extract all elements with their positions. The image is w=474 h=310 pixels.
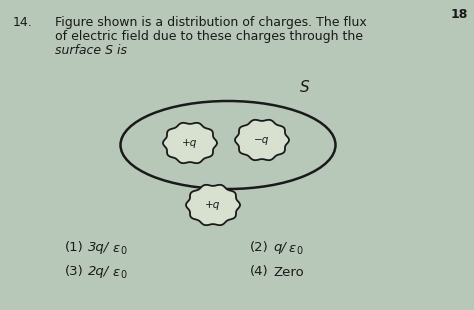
Text: (3): (3) bbox=[65, 265, 84, 278]
Text: +q: +q bbox=[182, 138, 198, 148]
Text: ε: ε bbox=[112, 241, 119, 255]
Text: 0: 0 bbox=[296, 246, 302, 256]
Text: Figure shown is a distribution of charges. The flux: Figure shown is a distribution of charge… bbox=[55, 16, 367, 29]
Text: +q: +q bbox=[205, 200, 221, 210]
Text: 3q/: 3q/ bbox=[88, 241, 109, 255]
Text: −q: −q bbox=[255, 135, 270, 145]
Text: 18: 18 bbox=[451, 8, 468, 21]
Text: 2q/: 2q/ bbox=[88, 265, 109, 278]
Text: q/: q/ bbox=[273, 241, 286, 255]
Text: surface S is: surface S is bbox=[55, 44, 127, 57]
Polygon shape bbox=[163, 123, 217, 163]
Text: of electric field due to these charges through the: of electric field due to these charges t… bbox=[55, 30, 363, 43]
Text: (4): (4) bbox=[250, 265, 269, 278]
Text: (2): (2) bbox=[250, 241, 269, 255]
Text: 14.: 14. bbox=[13, 16, 33, 29]
Text: (1): (1) bbox=[65, 241, 84, 255]
Text: ε: ε bbox=[112, 265, 119, 278]
Text: Zero: Zero bbox=[273, 265, 304, 278]
Text: 0: 0 bbox=[120, 270, 126, 280]
Text: 0: 0 bbox=[120, 246, 126, 256]
Polygon shape bbox=[235, 120, 289, 160]
Polygon shape bbox=[186, 185, 240, 225]
Text: S: S bbox=[300, 81, 310, 95]
Text: ε: ε bbox=[288, 241, 295, 255]
